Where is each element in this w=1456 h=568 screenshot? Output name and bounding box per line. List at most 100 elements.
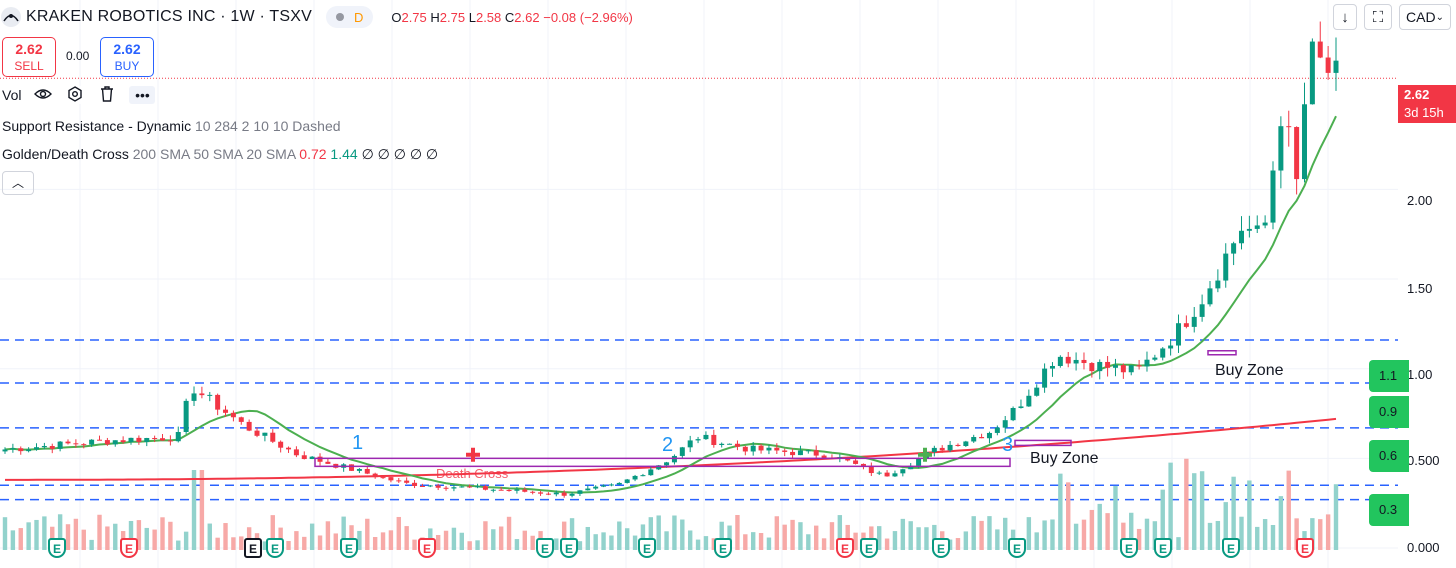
- volume-bar: [89, 539, 94, 550]
- earnings-marker[interactable]: E: [120, 538, 138, 558]
- candle-body: [1057, 356, 1063, 366]
- volume-bar: [1325, 514, 1331, 550]
- volume-bar: [648, 517, 654, 550]
- candle-body: [671, 455, 677, 463]
- candle-body: [356, 468, 362, 471]
- earnings-marker[interactable]: E: [860, 538, 878, 558]
- earnings-marker[interactable]: E: [340, 538, 358, 558]
- gd-value-sma50: 1.44: [330, 146, 358, 162]
- eye-icon[interactable]: [33, 86, 53, 104]
- candle-body: [183, 400, 189, 432]
- buy-zone-label-2[interactable]: Buy Zone: [1215, 362, 1284, 379]
- earnings-marker[interactable]: E: [536, 538, 554, 558]
- currency-select[interactable]: CAD ⌄: [1399, 4, 1451, 30]
- volume-bar: [18, 528, 23, 550]
- wave-label-1[interactable]: 1: [352, 432, 364, 454]
- sr-indicator-legend[interactable]: Support Resistance - Dynamic 10 284 2 10…: [2, 118, 341, 134]
- candle-body: [97, 439, 103, 441]
- candle-body: [790, 451, 796, 456]
- gd-value-sma200: 0.72: [299, 146, 327, 162]
- candle-body: [711, 434, 717, 445]
- candle-body: [884, 472, 890, 477]
- earnings-marker[interactable]: E: [1008, 538, 1026, 558]
- buy-zone-label-1[interactable]: Buy Zone: [1030, 450, 1099, 467]
- symbol-title[interactable]: KRAKEN ROBOTICS INC · 1W · TSXV: [26, 8, 312, 25]
- more-icon[interactable]: •••: [129, 86, 156, 104]
- candle-body: [813, 450, 819, 456]
- volume-bar: [168, 521, 173, 550]
- volume-bar: [136, 520, 142, 550]
- candle-body: [632, 475, 638, 480]
- candle-body: [506, 489, 512, 491]
- chevron-up-icon: ︿: [11, 176, 24, 190]
- trash-icon[interactable]: [97, 86, 117, 104]
- sell-button[interactable]: 2.62 SELL: [2, 37, 56, 77]
- symbol-header: KRAKEN ROBOTICS INC · 1W · TSXV D O2.75 …: [0, 6, 633, 28]
- volume-bar: [624, 528, 630, 550]
- volume-bar: [947, 539, 953, 550]
- candle-body: [1254, 225, 1260, 229]
- earnings-marker[interactable]: E: [266, 538, 284, 558]
- volume-bar: [380, 532, 386, 550]
- volume-bar: [1003, 517, 1008, 550]
- wave-label-3[interactable]: 3: [1002, 434, 1014, 456]
- symbol-logo-icon: [1, 7, 21, 27]
- death-cross-label[interactable]: Death Cross: [436, 466, 509, 481]
- volume-bar: [932, 524, 937, 550]
- earnings-marker[interactable]: E: [1154, 538, 1172, 558]
- candle-body: [1325, 57, 1331, 73]
- candle-body: [34, 447, 40, 450]
- volume-bar: [223, 523, 228, 550]
- market-status-pill[interactable]: D: [325, 6, 374, 28]
- buy-label: BUY: [114, 59, 140, 73]
- earnings-marker[interactable]: E: [1222, 538, 1240, 558]
- earnings-marker[interactable]: E: [1120, 538, 1138, 558]
- candle-body: [1207, 288, 1213, 305]
- candle-body: [679, 447, 685, 456]
- volume-bar: [1199, 471, 1205, 550]
- candle-body: [57, 441, 63, 449]
- download-button[interactable]: ↓: [1333, 4, 1357, 30]
- earnings-marker[interactable]: E: [244, 538, 262, 558]
- volume-bar: [1286, 470, 1291, 550]
- fullscreen-button[interactable]: ⛶: [1364, 4, 1392, 30]
- candle-body: [1278, 126, 1284, 171]
- candle-body: [601, 485, 607, 487]
- volume-bar: [719, 521, 724, 550]
- candle-body: [530, 491, 536, 493]
- volume-bar: [735, 514, 740, 550]
- wave-label-2[interactable]: 2: [662, 434, 674, 456]
- volume-legend[interactable]: Vol •••: [2, 86, 156, 104]
- candle-body: [593, 486, 599, 489]
- volume-bar: [144, 527, 149, 550]
- volume-bar: [270, 515, 275, 550]
- candle-body: [758, 445, 764, 451]
- earnings-marker[interactable]: E: [1296, 538, 1314, 558]
- volume-bar: [695, 539, 701, 550]
- candle-body: [538, 492, 544, 494]
- candle-body: [435, 485, 441, 488]
- candle-body: [1097, 361, 1103, 372]
- earnings-marker[interactable]: E: [714, 538, 732, 558]
- earnings-marker[interactable]: E: [48, 538, 66, 558]
- earnings-marker[interactable]: E: [932, 538, 950, 558]
- earnings-marker[interactable]: E: [418, 538, 436, 558]
- gd-indicator-legend[interactable]: Golden/Death Cross 200 SMA 50 SMA 20 SMA…: [2, 146, 438, 163]
- volume-bar: [1168, 462, 1173, 550]
- earnings-marker[interactable]: E: [638, 538, 656, 558]
- earnings-marker[interactable]: E: [560, 538, 578, 558]
- volume-bar: [585, 526, 591, 550]
- candle-body: [1144, 359, 1150, 367]
- volume-bar: [1184, 458, 1189, 550]
- volume-bar: [632, 535, 638, 550]
- earnings-marker[interactable]: E: [836, 538, 854, 558]
- collapse-legend-button[interactable]: ︿: [2, 171, 34, 195]
- settings-icon[interactable]: [65, 86, 85, 104]
- volume-bar: [2, 517, 8, 550]
- buy-button[interactable]: 2.62 BUY: [100, 37, 154, 77]
- volume-bar: [372, 537, 378, 550]
- volume-bar: [207, 523, 212, 550]
- candle-body: [404, 480, 410, 483]
- volume-bar: [65, 524, 71, 550]
